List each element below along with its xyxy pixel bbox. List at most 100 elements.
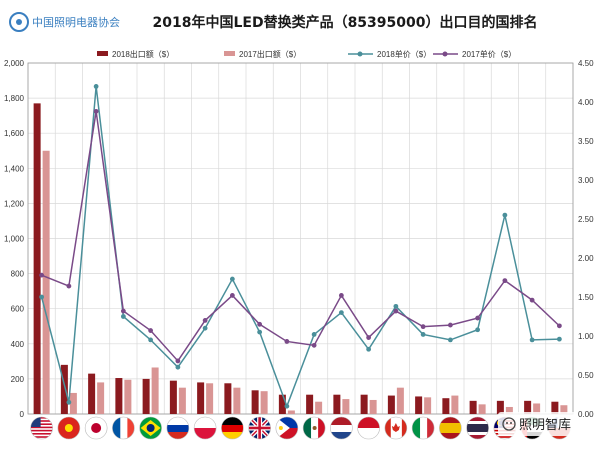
line-point [338,310,344,315]
bar [251,390,259,414]
legend-item-export-2018: 2018出口额（$） [97,49,174,59]
y-tick-label: 200 [11,375,25,384]
y-tick-label: 1,600 [4,129,25,138]
line-point [229,276,235,282]
y-tick-label: 800 [11,270,25,279]
y-tick-label: 1,000 [4,235,25,244]
line-point [66,283,72,289]
y-tick-label: 1,200 [4,199,25,208]
flag-ca-icon [384,416,408,440]
flag-br-icon [139,416,162,440]
y-tick-label: 0 [20,410,25,419]
y-tick-label: 1,800 [4,94,25,103]
bar [233,387,241,414]
legend-label: 2017出口额（$） [239,49,301,59]
y-tick-label: 400 [11,340,25,349]
flag-it-icon [411,416,435,440]
y2-tick-label: 0.00 [578,410,594,419]
bar [560,405,568,414]
line-point [257,329,263,335]
bar [505,406,513,414]
chart-title: 2018年中国LED替换类产品（85395000）出口目的国排名 [153,14,538,31]
series-line [40,86,560,409]
flag-pl-icon [193,416,217,440]
series-line [41,111,560,363]
bar [524,400,532,414]
line-point [39,272,45,278]
y2-tick-label: 3.00 [578,176,594,185]
bar [287,410,295,414]
line-point [556,323,562,329]
line-point [475,327,481,333]
bar [478,404,486,414]
flag-fr-icon [112,416,135,440]
y-tick-label: 2,000 [4,59,25,68]
bar [42,150,50,414]
x-axis-flags [30,416,571,440]
bar [169,380,177,414]
line-point [284,403,290,409]
bar [97,382,105,414]
bar [224,383,232,414]
y-tick-label: 1,400 [4,164,25,173]
y-axis-right: 0.00 0.50 1.00 1.50 2.00 2.50 3.00 3.50 4.00 4.50 [578,59,594,419]
bar [206,383,214,414]
bar [360,394,368,414]
legend: 2018出口额（$） 2017出口额（$） 2018单价（$） 2017单价（$… [97,49,516,59]
line-point [120,308,126,314]
wechat-icon [502,417,516,431]
flag-us-icon [30,416,53,440]
wechat-icon-dot [510,422,512,424]
line-point [447,322,453,328]
bar [88,373,96,414]
y-tick-label: 600 [11,305,25,314]
line-point [420,332,426,337]
line-point [175,358,181,364]
line-point [148,328,154,333]
logo-circle-icon [9,12,29,32]
line-point [502,278,508,284]
bar [315,401,323,414]
y2-tick-label: 0.50 [578,371,594,380]
legend-swatch [224,51,235,56]
line-point [502,212,508,218]
line-point [229,293,235,298]
bar [469,400,477,414]
y2-tick-label: 2.50 [578,215,594,224]
bar [369,399,377,414]
line-point [257,321,263,327]
y2-tick-label: 1.00 [578,332,594,341]
y2-tick-label: 2.00 [578,254,594,263]
line-point [338,293,344,298]
line-series [39,84,562,409]
legend-marker [357,51,363,57]
bar [306,394,314,414]
bar [451,395,459,414]
bar [496,400,504,414]
bar [33,103,41,415]
line-point [366,346,372,352]
logo-inner-icon [16,19,22,25]
wechat-icon-dot [506,422,508,424]
bar [197,382,205,414]
bar [124,379,132,414]
bar [69,392,77,414]
bar [533,403,541,414]
line-point [202,318,208,323]
line-point [120,314,126,319]
line-point [66,399,72,405]
line-point [393,308,399,314]
bar [60,364,68,414]
flag-nl-icon [330,416,353,440]
legend-item-price-2017: 2017单价（$） [433,49,516,59]
line-point [175,364,181,370]
bar [387,395,395,414]
logo: 中国照明电器协会 [9,12,120,32]
flag-id-icon [357,416,380,440]
bar [260,391,268,414]
flag-es-icon [439,416,462,440]
line-point [284,339,290,344]
flag-mx-icon [302,416,326,440]
y-axis-left: 0 200 400 600 800 1,000 1,200 1,400 1,600 1,800 2,… [4,59,25,419]
